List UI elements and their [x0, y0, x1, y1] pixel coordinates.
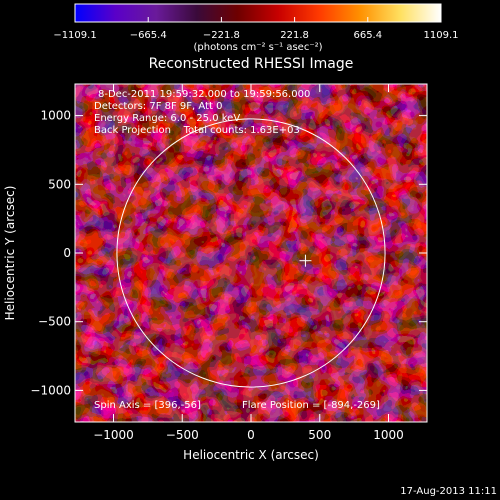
annotation-method-counts: Back Projection Total counts: 1.63E+03: [94, 125, 300, 136]
x-tick-label: −500: [166, 428, 199, 442]
y-tick-label: −1000: [30, 383, 71, 397]
colorbar-gradient: [74, 3, 442, 23]
colorbar-units: (photons cm⁻² s⁻¹ asec⁻²): [193, 42, 322, 53]
solar-limb-circle: [116, 118, 386, 388]
annotation-spin-axis: Spin Axis = [396,-56]: [94, 400, 201, 411]
annotation-time-range: 8-Dec-2011 19:59:32.000 to 19:59:56.000: [98, 89, 310, 100]
x-tick-label: 500: [308, 428, 331, 442]
x-tick-label: 1000: [373, 428, 404, 442]
y-tick-label: 1000: [40, 109, 71, 123]
colorbar-tick-label: −1109.1: [53, 30, 96, 41]
y-tick-label: −500: [38, 315, 71, 329]
heatmap-image: [75, 84, 427, 422]
flare-marker-cross: [299, 254, 312, 267]
x-tick-label: −1000: [93, 428, 134, 442]
colorbar-tick-label: 221.8: [280, 30, 309, 41]
chart-title: Reconstructed RHESSI Image: [149, 56, 354, 72]
y-tick-label: 0: [63, 246, 71, 260]
y-axis-label: Heliocentric Y (arcsec): [3, 186, 17, 321]
axis-ticks: −1000 −500 0 500 1000 −1000 −500 0 500 1000: [30, 84, 427, 442]
x-axis-label: Heliocentric X (arcsec): [183, 448, 319, 462]
colorbar-tick-label: 665.4: [353, 30, 382, 41]
annotations: 8-Dec-2011 19:59:32.000 to 19:59:56.000 …: [94, 89, 380, 411]
colorbar-tick-label: −221.8: [203, 30, 240, 41]
colorbar-tick-label: 1109.1: [424, 30, 459, 41]
annotation-detectors: Detectors: 7F 8F 9F, Att 0: [94, 101, 222, 112]
footer-date: 17-Aug-2013 11:11: [400, 486, 497, 497]
annotation-flare-position: Flare Position = [-894,-269]: [242, 400, 380, 411]
colorbar: −1109.1 −665.4 −221.8 221.8 665.4 1109.1 (pho…: [53, 3, 459, 53]
bright-source: [0, 0, 9, 9]
colorbar-tick-label: −665.4: [130, 30, 167, 41]
y-tick-label: 500: [48, 177, 71, 191]
plot-area: [0, 0, 427, 422]
x-tick-label: 0: [247, 428, 255, 442]
colorbar-ticks: −1109.1 −665.4 −221.8 221.8 665.4 1109.1: [53, 17, 459, 41]
annotation-energy-range: Energy Range: 6.0 - 25.0 keV: [94, 113, 240, 124]
